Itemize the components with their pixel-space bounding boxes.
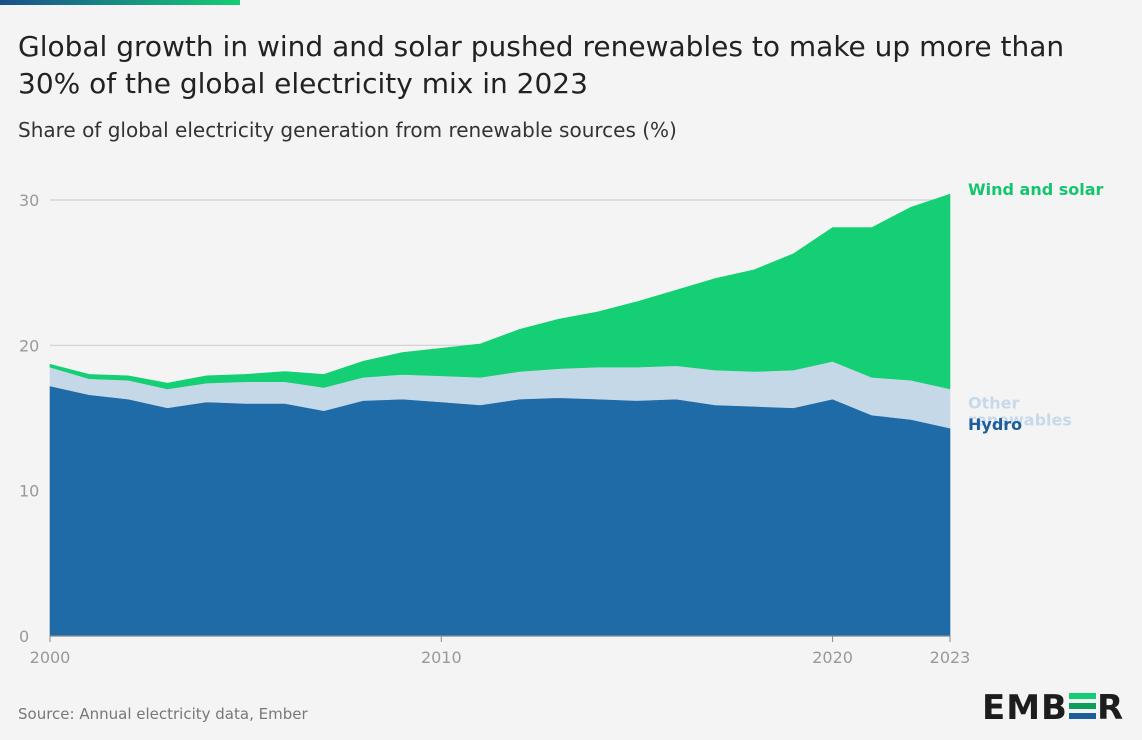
chart-title: Global growth in wind and solar pushed r… xyxy=(18,30,1065,100)
y-tick-label: 10 xyxy=(19,482,39,501)
x-tick-label: 2023 xyxy=(930,648,971,667)
axis-layer: 0 10 20 30 2000 2010 2020 2023 xyxy=(19,191,970,667)
x-tick-label: 2010 xyxy=(421,648,462,667)
y-tick-label: 20 xyxy=(19,336,39,355)
y-tick-label: 0 xyxy=(19,627,29,646)
series-label-hydro: Hydro xyxy=(968,415,1022,434)
y-tick-label: 30 xyxy=(19,191,39,210)
chart: 0 10 20 30 2000 2010 2020 2023 Wind and solar Ot… xyxy=(19,180,1104,667)
top-accent-bar xyxy=(0,0,240,5)
area-wind-and-solar xyxy=(49,193,951,390)
series-label-wind-and-solar: Wind and solar xyxy=(968,180,1104,199)
x-tick-label: 2000 xyxy=(30,648,71,667)
area-layer xyxy=(49,193,951,637)
source-note: Source: Annual electricity data, Ember xyxy=(18,705,308,723)
logo-e-mark xyxy=(1068,693,1096,719)
chart-subtitle: Share of global electricity generation f… xyxy=(18,118,677,142)
series-label-other-renewables-line2: renewables xyxy=(968,411,1072,430)
x-tick-label: 2020 xyxy=(812,648,853,667)
logo-text-end: R xyxy=(1096,688,1125,728)
area-hydro xyxy=(49,385,951,637)
logo-text-start: EMB xyxy=(982,688,1068,728)
series-label-other-renewables-line1: Other xyxy=(968,394,1019,413)
ember-logo: EMB R xyxy=(982,688,1124,728)
